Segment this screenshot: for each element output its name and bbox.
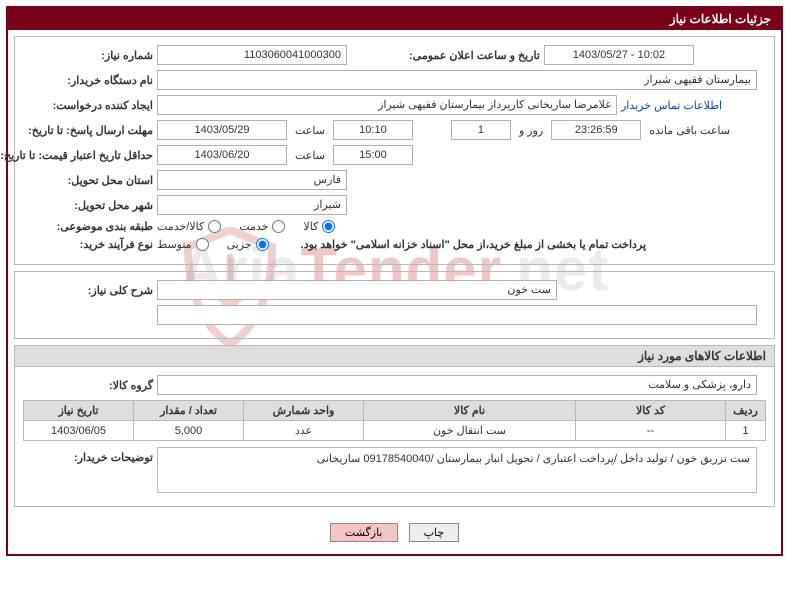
label-min-validity: حداقل تاریخ اعتبار قیمت: تا تاریخ: [23,149,153,162]
cell-code: -- [576,421,726,441]
summary-fieldset: شرح کلی نیاز: ست خون [14,271,775,339]
print-button[interactable]: چاپ [409,523,460,542]
radio-category-2-input[interactable] [208,220,221,233]
label-goods-group: گروه کالا: [23,379,153,392]
panel-title: جزئیات اطلاعات نیاز [8,8,781,30]
need-number-field: 1103060041000300 [157,45,347,65]
summary-field: ست خون [157,280,557,300]
category-radio-group: کالا خدمت کالا/خدمت [157,220,335,233]
summary-extra-field [157,305,757,325]
radio-process-0-input[interactable] [256,238,269,251]
buyer-notes-field: ست تزریق خون / تولید داخل /پرداخت اعتبار… [157,447,757,493]
cell-date: 1403/06/05 [24,421,134,441]
min-validity-date-field: 1403/06/20 [157,145,287,165]
cell-unit: عدد [244,421,364,441]
cell-name: ست انتقال خون [364,421,576,441]
resp-date-field: 1403/05/29 [157,120,287,140]
requester-field: غلامرضا ساریخانی کارپرداز بیمارستان فقیه… [157,95,617,115]
radio-category-2[interactable]: کالا/خدمت [157,220,221,233]
label-summary: شرح کلی نیاز: [23,284,153,297]
label-time-1: ساعت [291,124,329,137]
items-table: ردیف کد کالا نام کالا واحد شمارش تعداد /… [23,400,766,441]
panel-container: جزئیات اطلاعات نیاز شماره نیاز: 11030600… [6,6,783,556]
th-date: تاریخ نیاز [24,401,134,421]
label-city: شهر محل تحویل: [23,199,153,212]
label-process: نوع فرآیند خرید: [23,238,153,251]
min-validity-time-field: 15:00 [333,145,413,165]
items-fieldset: گروه کالا: دارو، پزشکی و سلامت ردیف کد ک… [14,367,775,507]
actions: چاپ بازگشت [14,513,775,548]
resp-time-field: 10:10 [333,120,413,140]
label-day-and: روز و [515,124,547,137]
buyer-contact-link[interactable]: اطلاعات تماس خریدار [621,99,722,112]
th-qty: تعداد / مقدار [134,401,244,421]
label-time-2: ساعت [291,149,329,162]
label-resp-deadline: مهلت ارسال پاسخ: تا تاریخ: [23,124,153,137]
goods-group-field: دارو، پزشکی و سلامت [157,375,757,395]
province-field: فارس [157,170,347,190]
table-row: 1 -- ست انتقال خون عدد 5,000 1403/06/05 [24,421,766,441]
th-code: کد کالا [576,401,726,421]
label-need-no: شماره نیاز: [23,49,153,62]
label-buyer-notes: توضیحات خریدار: [23,447,153,464]
label-requester: ایجاد کننده درخواست: [23,99,153,112]
radio-process-0[interactable]: جزیی [227,238,269,251]
items-section-header: اطلاعات کالاهای مورد نیاز [14,345,775,367]
buyer-org-field: بیمارستان فقیهی شیراز [157,70,757,90]
th-row: ردیف [726,401,766,421]
main-fieldset: شماره نیاز: 1103060041000300 تاریخ و ساع… [14,36,775,265]
th-unit: واحد شمارش [244,401,364,421]
radio-category-0[interactable]: کالا [303,220,335,233]
radio-process-0-label: جزیی [227,238,252,251]
city-field: شیراز [157,195,347,215]
radio-process-1-input[interactable] [196,238,209,251]
radio-category-0-input[interactable] [322,220,335,233]
label-category: طبقه بندی موضوعی: [23,220,153,233]
announce-datetime-field: 1403/05/27 - 10:02 [544,45,694,65]
radio-category-0-label: کالا [303,220,318,233]
payment-note: پرداخت تمام یا بخشی از مبلغ خرید،از محل … [297,238,650,251]
label-province: استان محل تحویل: [23,174,153,187]
radio-category-1-label: خدمت [239,220,268,233]
radio-category-2-label: کالا/خدمت [157,220,204,233]
back-button[interactable]: بازگشت [330,523,398,542]
label-remaining: ساعت باقی مانده [645,124,734,137]
remaining-time-field: 23:26:59 [551,120,641,140]
label-buyer-org: نام دستگاه خریدار: [23,74,153,87]
radio-process-1-label: متوسط [157,238,192,251]
cell-qty: 5,000 [134,421,244,441]
cell-row: 1 [726,421,766,441]
label-announce-dt: تاریخ و ساعت اعلان عمومی: [405,49,540,62]
radio-category-1-input[interactable] [272,220,285,233]
radio-category-1[interactable]: خدمت [239,220,285,233]
process-radio-group: جزیی متوسط [157,238,269,251]
th-name: نام کالا [364,401,576,421]
radio-process-1[interactable]: متوسط [157,238,209,251]
remaining-days-field: 1 [451,120,511,140]
